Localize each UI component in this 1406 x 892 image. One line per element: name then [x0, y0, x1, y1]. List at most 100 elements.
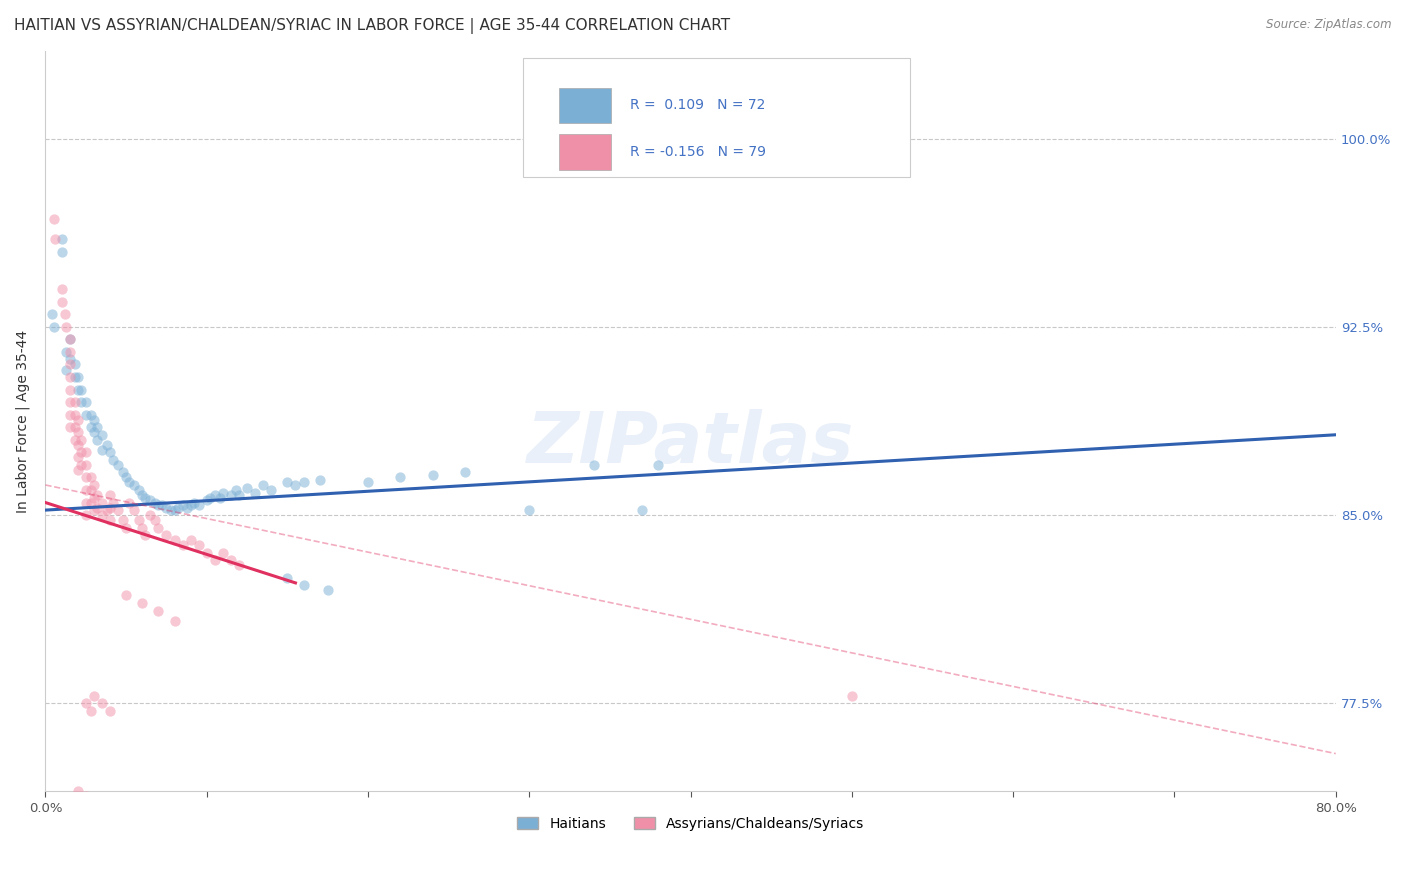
Point	[59, 332, 82, 346]
Point	[75, 395, 97, 409]
Point	[148, 498, 170, 512]
Point	[53, 307, 76, 321]
Point	[163, 614, 186, 628]
Point	[155, 500, 177, 515]
Point	[70, 433, 93, 447]
Point	[118, 475, 141, 490]
Point	[107, 503, 129, 517]
Point	[66, 463, 89, 477]
Point	[131, 521, 153, 535]
Point	[63, 433, 86, 447]
Point	[42, 211, 65, 226]
Point	[225, 483, 247, 497]
Point	[63, 358, 86, 372]
Point	[122, 503, 145, 517]
Point	[79, 420, 101, 434]
Point	[83, 425, 105, 440]
Point	[51, 294, 73, 309]
Point	[41, 307, 63, 321]
Point	[75, 495, 97, 509]
FancyBboxPatch shape	[523, 58, 910, 177]
Point	[79, 470, 101, 484]
Point	[236, 481, 259, 495]
Point	[148, 521, 170, 535]
Point	[155, 528, 177, 542]
Point	[128, 513, 150, 527]
Point	[75, 483, 97, 497]
Point	[150, 498, 173, 512]
Point	[51, 244, 73, 259]
Point	[172, 538, 194, 552]
Point	[90, 495, 112, 509]
Point	[187, 498, 209, 512]
Point	[187, 538, 209, 552]
Point	[647, 458, 669, 472]
Point	[66, 784, 89, 798]
Point	[79, 495, 101, 509]
Point	[276, 571, 298, 585]
Point	[204, 488, 226, 502]
Point	[208, 491, 231, 505]
Point	[70, 395, 93, 409]
Point	[115, 589, 138, 603]
Point	[212, 485, 235, 500]
Point	[517, 503, 540, 517]
Point	[180, 498, 202, 512]
Point	[55, 319, 77, 334]
Point	[66, 450, 89, 465]
Point	[243, 485, 266, 500]
Point	[59, 345, 82, 359]
Point	[90, 427, 112, 442]
Point	[59, 383, 82, 397]
Point	[195, 493, 218, 508]
Point	[128, 483, 150, 497]
Point	[70, 383, 93, 397]
Point	[228, 488, 250, 502]
Point	[63, 370, 86, 384]
Point	[55, 362, 77, 376]
Point	[454, 466, 477, 480]
Point	[183, 495, 205, 509]
Text: Source: ZipAtlas.com: Source: ZipAtlas.com	[1267, 18, 1392, 31]
Point	[59, 408, 82, 422]
Point	[83, 413, 105, 427]
Point	[98, 704, 121, 718]
FancyBboxPatch shape	[560, 135, 610, 169]
Point	[131, 596, 153, 610]
Point	[79, 704, 101, 718]
Point	[292, 578, 315, 592]
Point	[59, 352, 82, 367]
Point	[83, 491, 105, 505]
Point	[98, 445, 121, 459]
Point	[98, 488, 121, 502]
Point	[98, 513, 121, 527]
Point	[90, 697, 112, 711]
Point	[176, 500, 198, 515]
Point	[582, 458, 605, 472]
Point	[163, 533, 186, 548]
FancyBboxPatch shape	[560, 87, 610, 123]
Point	[75, 408, 97, 422]
Point	[66, 383, 89, 397]
Point	[134, 528, 156, 542]
Point	[90, 442, 112, 457]
Point	[51, 282, 73, 296]
Text: R =  0.109   N = 72: R = 0.109 N = 72	[630, 98, 765, 112]
Point	[111, 466, 134, 480]
Point	[204, 553, 226, 567]
Point	[631, 503, 654, 517]
Point	[63, 408, 86, 422]
Point	[357, 475, 380, 490]
Text: ZIPatlas: ZIPatlas	[527, 409, 855, 478]
Point	[59, 395, 82, 409]
Point	[107, 458, 129, 472]
Point	[308, 473, 330, 487]
Point	[90, 508, 112, 522]
Point	[63, 395, 86, 409]
Point	[103, 495, 125, 509]
Point	[148, 603, 170, 617]
Point	[86, 433, 108, 447]
Point	[212, 546, 235, 560]
Point	[75, 697, 97, 711]
Point	[252, 478, 274, 492]
